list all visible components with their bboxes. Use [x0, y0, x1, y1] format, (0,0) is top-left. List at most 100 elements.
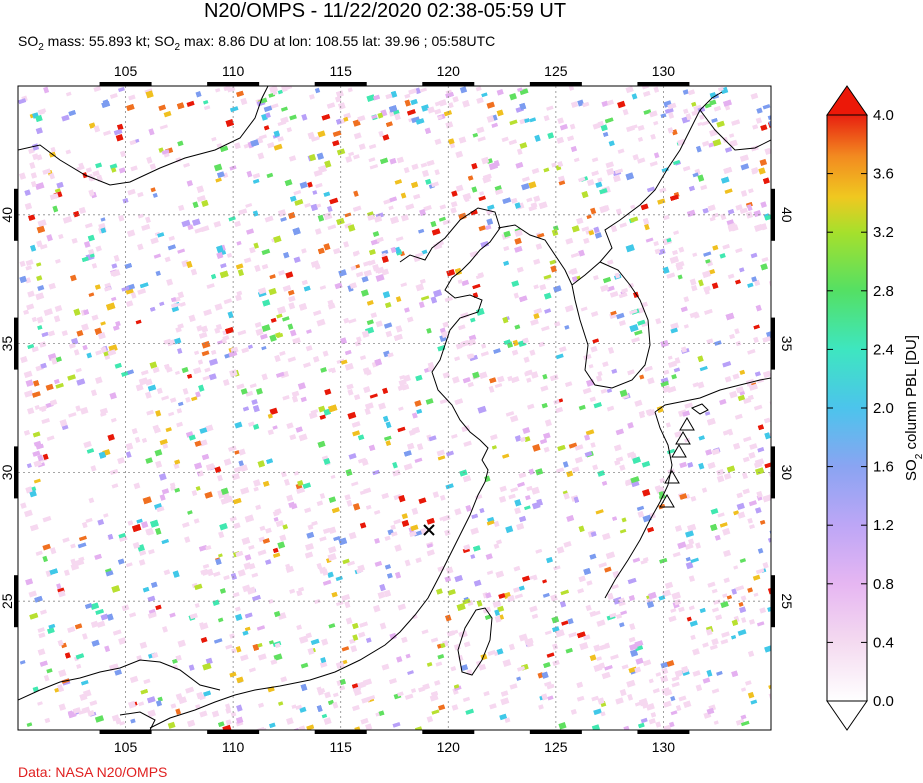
so2-pixel	[560, 589, 570, 596]
so2-pixel	[199, 439, 208, 447]
so2-pixel	[320, 657, 327, 664]
so2-pixel	[612, 174, 621, 183]
so2-pixel	[580, 306, 588, 312]
so2-pixel	[725, 312, 735, 321]
so2-pixel	[655, 721, 662, 728]
so2-pixel	[232, 591, 240, 598]
so2-pixel	[40, 362, 47, 369]
so2-pixel	[607, 259, 614, 265]
so2-pixel	[114, 669, 122, 676]
so2-pixel	[750, 92, 759, 100]
so2-pixel	[307, 131, 315, 140]
so2-pixel	[455, 150, 464, 159]
so2-pixel	[514, 593, 524, 600]
so2-pixel	[352, 251, 359, 257]
so2-pixel	[201, 350, 210, 357]
so2-pixel	[552, 225, 559, 232]
so2-pixel	[698, 279, 704, 287]
so2-pixel	[418, 497, 427, 504]
so2-pixel	[359, 355, 367, 361]
so2-pixel	[216, 171, 225, 179]
so2-pixel	[148, 128, 155, 136]
so2-pixel	[737, 394, 746, 402]
so2-pixel	[148, 548, 155, 555]
so2-pixel	[39, 341, 47, 348]
so2-pixel	[493, 348, 501, 354]
so2-pixel	[595, 375, 603, 382]
so2-pixel	[366, 300, 374, 306]
so2-pixel	[233, 522, 241, 529]
so2-pixel	[300, 396, 307, 403]
so2-pixel	[172, 658, 178, 664]
so2-pixel	[217, 617, 224, 623]
so2-pixel	[49, 172, 55, 180]
so2-pixel	[29, 612, 39, 620]
so2-pixel	[127, 369, 134, 375]
so2-pixel	[519, 295, 528, 303]
so2-pixel	[204, 491, 213, 499]
so2-pixel	[141, 224, 151, 231]
so2-pixel	[444, 296, 453, 303]
so2-pixel	[513, 292, 519, 299]
so2-pixel	[438, 704, 446, 711]
so2-pixel	[543, 274, 552, 280]
so2-pixel	[323, 458, 331, 465]
so2-pixel	[479, 371, 488, 379]
so2-pixel	[672, 249, 678, 256]
so2-pixel	[677, 541, 687, 549]
so2-pixel	[502, 197, 512, 204]
so2-pixel	[670, 608, 677, 613]
so2-pixel	[91, 262, 98, 269]
so2-pixel	[637, 124, 645, 131]
so2-pixel	[514, 435, 522, 442]
so2-pixel	[37, 285, 45, 291]
so2-pixel	[35, 443, 44, 450]
so2-pixel	[518, 633, 528, 642]
so2-pixel	[353, 503, 361, 511]
so2-pixel	[576, 217, 584, 225]
so2-pixel	[667, 102, 677, 110]
so2-pixel	[598, 562, 607, 568]
so2-pixel	[578, 525, 585, 533]
so2-pixel	[667, 448, 675, 455]
so2-pixel	[368, 444, 376, 452]
so2-pixel	[368, 249, 376, 256]
so2-pixel	[320, 367, 327, 373]
so2-pixel	[521, 183, 530, 191]
so2-pixel	[582, 387, 592, 395]
so2-pixel	[659, 477, 666, 484]
so2-pixel	[764, 645, 771, 653]
so2-pixel	[379, 584, 386, 592]
so2-pixel	[475, 86, 482, 92]
so2-pixel	[568, 86, 575, 91]
so2-pixel	[696, 145, 702, 153]
so2-pixel	[25, 379, 34, 387]
so2-pixel	[617, 148, 625, 154]
so2-pixel	[147, 595, 156, 602]
cbar-tick-label-2.8: 2.8	[873, 283, 894, 300]
so2-pixel	[439, 204, 447, 210]
so2-pixel	[392, 722, 401, 728]
so2-pixel	[343, 241, 350, 248]
so2-pixel	[85, 517, 93, 524]
so2-pixel	[415, 283, 425, 292]
so2-pixel	[498, 593, 506, 599]
so2-pixel	[517, 148, 523, 155]
so2-pixel	[381, 663, 390, 671]
so2-pixel	[197, 359, 204, 365]
so2-pixel	[481, 156, 490, 165]
so2-pixel	[729, 390, 738, 399]
so2-pixel	[719, 398, 727, 406]
so2-pixel	[382, 387, 389, 394]
so2-pixel	[330, 474, 336, 480]
colorbar-min-arrow	[826, 700, 868, 731]
so2-pixel	[465, 708, 475, 715]
so2-pixel	[358, 143, 366, 150]
so2-pixel	[49, 568, 58, 575]
lon-label-bottom-125: 125	[544, 739, 568, 755]
so2-pixel	[222, 335, 230, 341]
so2-pixel	[323, 243, 331, 251]
so2-pixel	[162, 443, 169, 449]
so2-pixel	[150, 519, 159, 528]
so2-pixel	[347, 411, 357, 420]
